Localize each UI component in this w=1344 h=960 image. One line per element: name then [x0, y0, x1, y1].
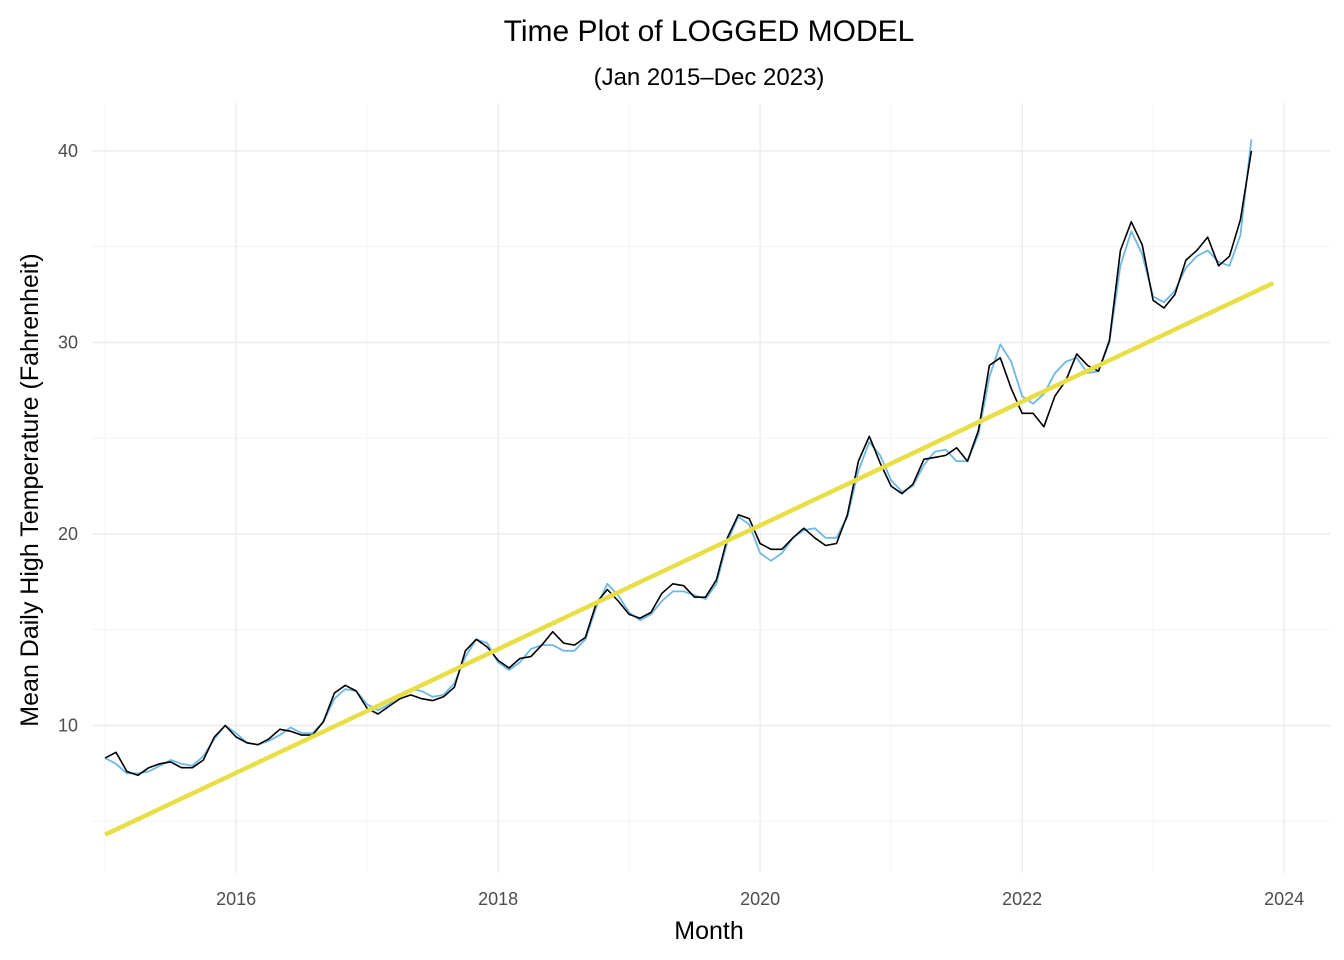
y-tick-label: 10	[58, 716, 78, 736]
x-axis-title: Month	[674, 917, 743, 945]
x-tick-label: 2020	[740, 889, 780, 909]
y-axis-title: Mean Daily High Temperature (Fahrenheit)	[16, 253, 44, 726]
x-tick-label: 2016	[216, 889, 256, 909]
y-tick-label: 20	[58, 524, 78, 544]
plot-series	[104, 139, 1275, 837]
x-tick-label: 2018	[478, 889, 518, 909]
x-axis-ticks: 2016 2018 2020 2022 2024	[216, 889, 1304, 909]
chart-title: Time Plot of LOGGED MODEL	[504, 15, 915, 48]
x-tick-label: 2022	[1002, 889, 1042, 909]
y-axis-ticks: 10 20 30 40	[58, 141, 78, 736]
grid-lines	[92, 103, 1330, 873]
series-line-black	[104, 150, 1253, 777]
x-tick-label: 2024	[1264, 889, 1304, 909]
series-trend-line	[104, 280, 1275, 837]
y-tick-label: 40	[58, 141, 78, 161]
y-tick-label: 30	[58, 332, 78, 352]
series-line-blue	[104, 139, 1253, 775]
chart-subtitle: (Jan 2015–Dec 2023)	[594, 64, 825, 91]
